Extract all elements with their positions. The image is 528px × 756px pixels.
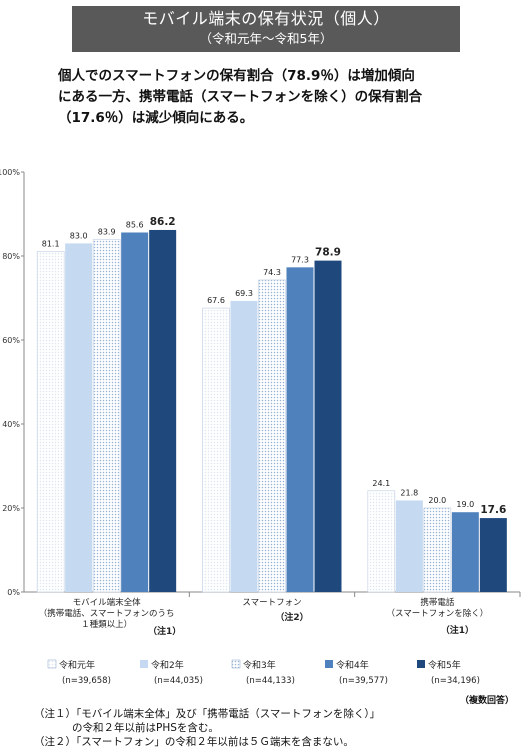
legend-n: (n=39,577) — [339, 676, 388, 686]
data-label: 24.1 — [372, 479, 390, 488]
bar — [479, 518, 507, 592]
legend-n: (n=34,196) — [431, 676, 480, 686]
legend-label: 令和2年 — [151, 659, 184, 671]
bar — [423, 507, 452, 593]
category-note: （注1） — [441, 624, 474, 636]
note-1-line-2: の令和２年以前はPHSを含む。 — [72, 722, 219, 734]
y-tick-label: 0% — [7, 588, 20, 597]
bar — [92, 239, 121, 593]
title-banner: モバイル端末の保有状況（個人） （令和元年〜令和5年） — [72, 6, 460, 52]
data-label: 19.0 — [456, 500, 474, 509]
legend-swatch — [417, 660, 425, 668]
category-note: （注2） — [275, 611, 308, 623]
bar — [451, 512, 479, 592]
footnotes: （注１）「モバイル端末全体」及び「携帯電話（スマートフォンを除く）」 の令和２年… — [34, 707, 524, 749]
y-tick-label: 60% — [2, 336, 20, 345]
bar — [286, 267, 314, 592]
data-label: 21.8 — [400, 488, 418, 497]
data-label: 17.6 — [480, 504, 506, 516]
bar — [230, 300, 258, 592]
bar — [395, 500, 423, 592]
bar — [149, 229, 177, 592]
category-label: （スマートフォンを除く） — [386, 608, 488, 619]
bar — [202, 307, 230, 593]
legend-n: (n=44,133) — [246, 676, 295, 686]
category-label: （携帯電話、スマートフォンのうち — [39, 608, 175, 619]
y-tick-label: 80% — [2, 252, 20, 261]
legend-swatch — [47, 659, 57, 669]
category-label: スマートフォン — [242, 598, 301, 608]
bar — [121, 232, 149, 593]
data-label: 86.2 — [150, 216, 176, 228]
legend-label: 令和元年 — [59, 659, 95, 671]
headline: 個人でのスマートフォンの保有割合（78.9％）は増加傾向 にある一方、携帯電話（… — [58, 66, 498, 129]
data-label: 78.9 — [315, 247, 341, 259]
data-label: 85.6 — [126, 220, 144, 229]
y-tick-label: 20% — [2, 504, 20, 513]
chart-title: モバイル端末の保有状況（個人） — [142, 9, 390, 28]
note-2: （注２）「スマートフォン」の令和２年以前は５Ｇ端末を含まない。 — [34, 736, 354, 748]
y-tick-label: 40% — [2, 420, 20, 429]
legend-label: 令和5年 — [428, 659, 461, 671]
bar — [65, 243, 93, 592]
y-tick-label: 100% — [0, 168, 20, 177]
legend-n: (n=44,035) — [154, 676, 203, 686]
data-label: 69.3 — [235, 289, 253, 298]
category-label: 携帯電話 — [420, 597, 455, 608]
category-label: モバイル端末全体 — [73, 597, 142, 608]
data-label: 74.3 — [263, 268, 281, 277]
headline-line-2: にある一方、携帯電話（スマートフォンを除く）の保有割合 — [58, 89, 423, 105]
multiple-answer-note: （複数回答） — [459, 696, 514, 706]
bar — [258, 279, 286, 593]
headline-line-3: （17.6％）は減少傾向にある。 — [58, 110, 254, 126]
legend-swatch — [325, 660, 333, 668]
data-label: 77.3 — [291, 255, 309, 264]
headline-line-1: 個人でのスマートフォンの保有割合（78.9％）は増加傾向 — [58, 68, 415, 84]
bar — [367, 490, 396, 593]
chart-subtitle: （令和元年〜令和5年） — [199, 31, 333, 46]
legend-n: (n=39,658) — [62, 676, 111, 686]
category-note: （注1） — [148, 625, 181, 637]
data-label: 81.1 — [42, 239, 60, 248]
data-label: 83.0 — [70, 231, 88, 240]
legend-swatch — [140, 660, 148, 668]
bar — [36, 251, 65, 593]
note-1-line-1: （注１）「モバイル端末全体」及び「携帯電話（スマートフォンを除く）」 — [34, 708, 381, 720]
category-label: １種類以上） — [81, 619, 132, 630]
legend-label: 令和4年 — [336, 659, 369, 671]
legend-label: 令和3年 — [243, 659, 276, 671]
data-label: 83.9 — [98, 228, 116, 237]
data-label: 67.6 — [207, 296, 225, 305]
legend-swatch — [231, 659, 241, 669]
bar — [314, 260, 342, 592]
bar-chart: 0% 20% 40% 60% 80% 100% 81.1 83.0 83.9 85.6 86.2 モバ… — [0, 168, 521, 686]
data-label: 20.0 — [428, 496, 446, 505]
